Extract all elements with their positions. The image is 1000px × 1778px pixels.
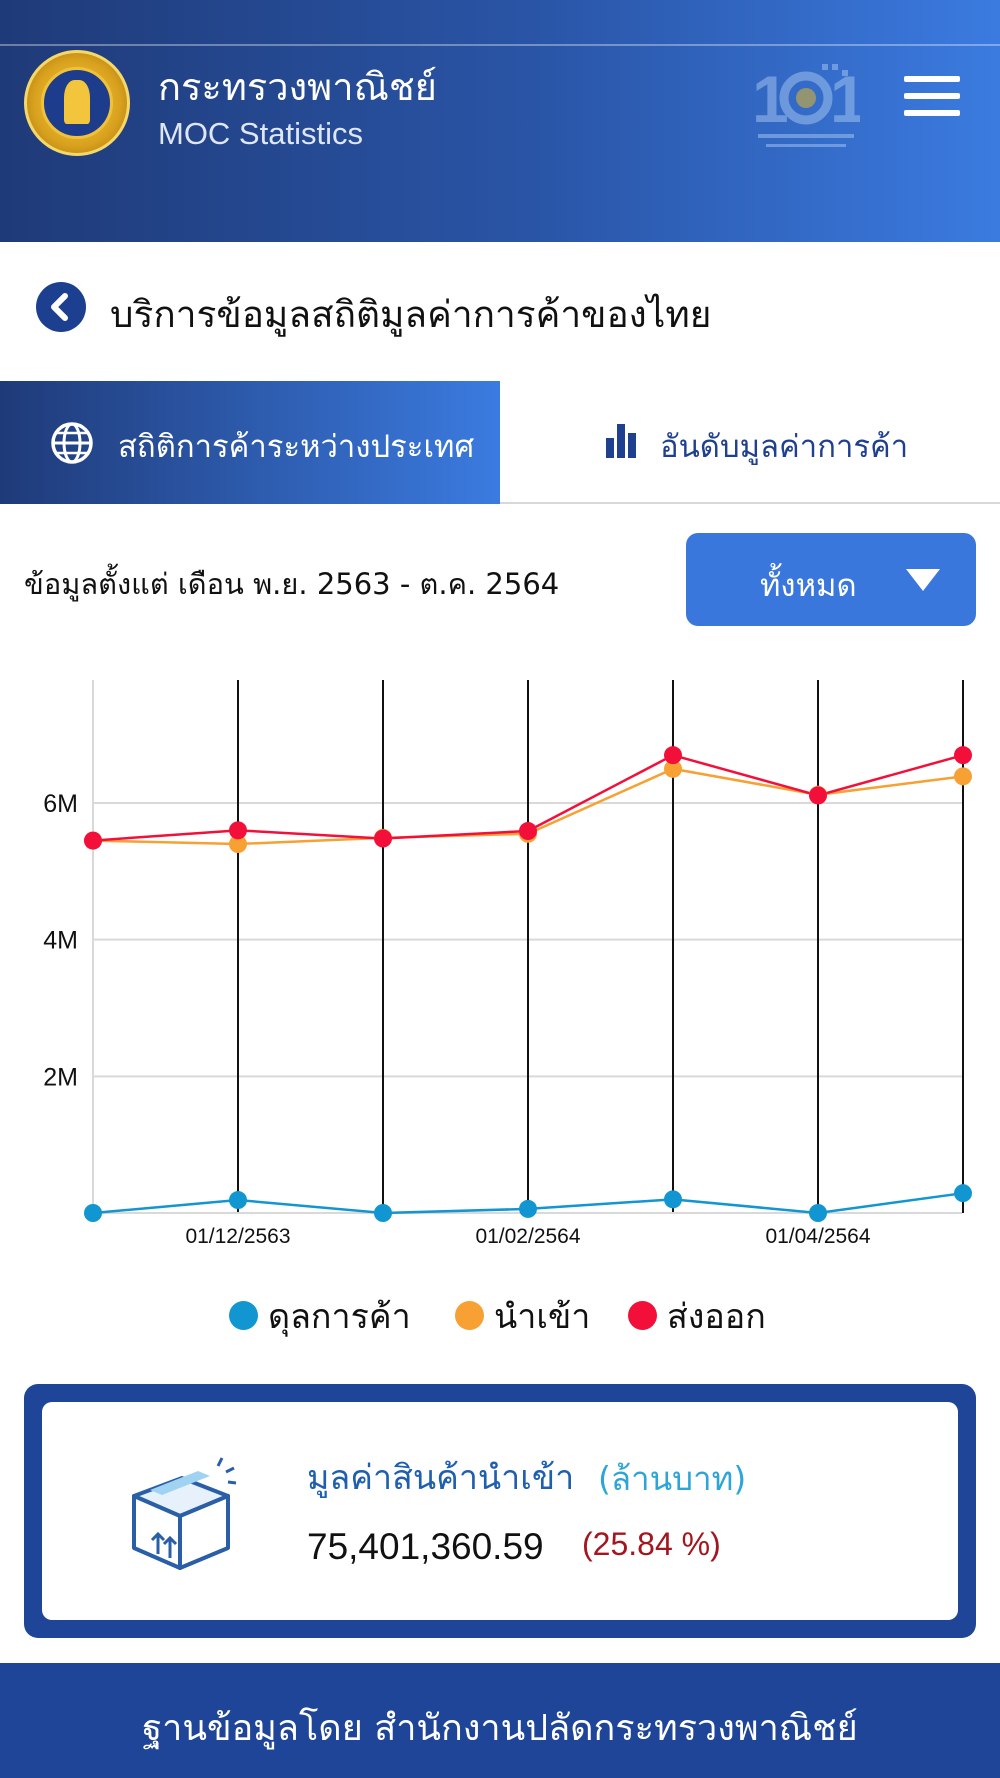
summary-title: มูลค่าสินค้านำเข้า: [307, 1458, 575, 1498]
date-range-text: ข้อมูลตั้งแต่ เดือน พ.ย. 2563 - ต.ค. 256…: [24, 567, 560, 601]
legend-item-import[interactable]: นำเข้า: [455, 1292, 590, 1342]
y-tick-label: 6M: [43, 790, 78, 818]
app-header: กระทรวงพาณิชย์ MOC Statistics 1 1: [0, 0, 1000, 242]
footer: ฐานข้อมูลโดย สำนักงานปลัดกระทรวงพาณิชย์: [0, 1663, 1000, 1778]
data-point: [229, 821, 247, 840]
tab-label: สถิติการค้าระหว่างประเทศ: [118, 429, 475, 465]
tab-international-trade[interactable]: สถิติการค้าระหว่างประเทศ: [0, 381, 500, 504]
data-point: [229, 1191, 247, 1210]
data-point: [84, 1204, 102, 1222]
data-point: [954, 1184, 972, 1203]
summary-card-body: มูลค่าสินค้านำเข้า (ล้านบาท) 75,401,360.…: [42, 1402, 958, 1620]
data-point: [374, 1204, 392, 1222]
caret-down-icon: [906, 569, 940, 591]
globe-icon: [51, 422, 93, 464]
legend-item-balance[interactable]: ดุลการค้า: [229, 1292, 411, 1342]
chevron-left-icon: [51, 293, 68, 321]
app-name: MOC Statistics: [158, 116, 363, 151]
back-button[interactable]: [36, 282, 86, 332]
data-point: [84, 831, 102, 850]
legend-dot: [628, 1301, 657, 1330]
tab-trade-ranking[interactable]: อันดับมูลค่าการค้า: [500, 381, 1000, 504]
data-point: [954, 767, 972, 786]
seal-figure: [64, 80, 90, 124]
seal-inner: [41, 67, 113, 139]
data-point: [809, 1204, 827, 1222]
data-point: [519, 822, 537, 841]
legend-item-export[interactable]: ส่งออก: [628, 1292, 766, 1342]
legend-label: ดุลการค้า: [268, 1297, 411, 1337]
data-point: [809, 786, 827, 805]
ministry-101-logo: 1 1: [752, 62, 860, 147]
summary-unit: (ล้านบาท): [598, 1459, 747, 1498]
y-tick-label: 2M: [43, 1063, 78, 1091]
legend-label: นำเข้า: [494, 1297, 591, 1337]
data-point: [664, 746, 682, 765]
legend-dot: [229, 1301, 258, 1330]
legend-dot: [455, 1301, 484, 1330]
import-summary-card: มูลค่าสินค้านำเข้า (ล้านบาท) 75,401,360.…: [24, 1384, 976, 1638]
data-point: [954, 746, 972, 765]
page-title: บริการข้อมูลสถิติมูลค่าการค้าของไทย: [110, 293, 712, 336]
data-point: [664, 759, 682, 778]
x-tick-label: 01/04/2564: [765, 1225, 870, 1248]
summary-value: 75,401,360.59: [307, 1526, 544, 1567]
trade-line-chart: 2M 4M 6M 01/12/2563 01/02/2564 01/04/2564: [43, 680, 972, 1248]
bar-chart-icon: [606, 424, 636, 458]
data-point: [229, 835, 247, 853]
y-tick-label: 4M: [43, 927, 78, 955]
x-tick-label: 01/02/2564: [475, 1225, 580, 1248]
tab-label: อันดับมูลค่าการค้า: [660, 429, 909, 465]
dropdown-selected: ทั้งหมด: [760, 568, 857, 604]
category-dropdown[interactable]: ทั้งหมด: [686, 533, 976, 626]
org-name: กระทรวงพาณิชย์: [158, 65, 437, 109]
legend-label: ส่งออก: [667, 1297, 766, 1337]
data-point: [664, 1190, 682, 1209]
summary-percent: (25.84 %): [582, 1526, 721, 1562]
data-point: [519, 1199, 537, 1218]
ministry-seal-logo: [24, 50, 130, 156]
data-point: [374, 829, 392, 848]
hamburger-menu-icon[interactable]: [904, 76, 960, 116]
footer-text: ฐานข้อมูลโดย สำนักงานปลัดกระทรวงพาณิชย์: [142, 1708, 858, 1749]
header-divider: [0, 44, 1000, 46]
package-box-icon: [132, 1457, 237, 1570]
chart-legend: ดุลการค้า นำเข้า ส่งออก: [0, 1292, 1000, 1342]
x-tick-label: 01/12/2563: [185, 1225, 290, 1248]
